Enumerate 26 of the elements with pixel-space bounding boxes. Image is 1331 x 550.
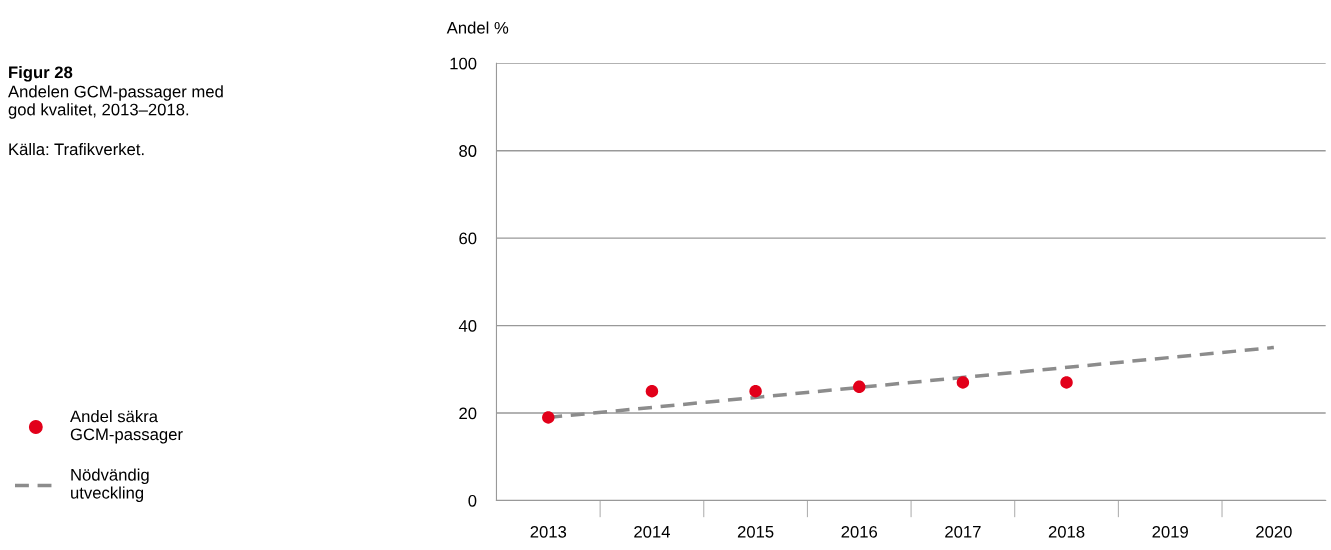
x-tick-label: 2013 — [530, 525, 567, 538]
y-tick-label: 20 — [459, 407, 477, 420]
x-tick-label: 2018 — [1048, 525, 1085, 538]
legend-label: Nödvändig utveckling — [71, 468, 149, 502]
y-tick-label: 40 — [458, 320, 477, 332]
point — [749, 384, 762, 398]
point — [1060, 376, 1073, 389]
y-tick-label: 100 — [450, 57, 477, 70]
text: Andelen GCM-passager med god kvalitet, 2013–2018. — [8, 85, 223, 119]
legend-label: Andel säkra GCM-passager — [70, 410, 183, 444]
point — [542, 411, 555, 424]
y-tick-label: 80 — [459, 145, 477, 157]
x-tick-label: 2016 — [841, 525, 878, 538]
text: Källa: Trafikverket. — [9, 143, 144, 156]
text: Figur 28 — [9, 66, 73, 82]
point — [853, 380, 866, 394]
x-tick-label: 2014 — [634, 525, 670, 538]
point — [645, 384, 659, 398]
point — [956, 376, 970, 389]
y-tick-label: 60 — [459, 232, 477, 245]
x-tick-label: 2017 — [945, 525, 981, 538]
x-tick-label: 2020 — [1256, 525, 1292, 538]
y-axis-title: Andel % — [446, 21, 509, 34]
x-tick-label: 2019 — [1152, 525, 1188, 538]
x-tick-label: 2015 — [737, 525, 774, 538]
y-tick-label: 0 — [468, 494, 477, 507]
